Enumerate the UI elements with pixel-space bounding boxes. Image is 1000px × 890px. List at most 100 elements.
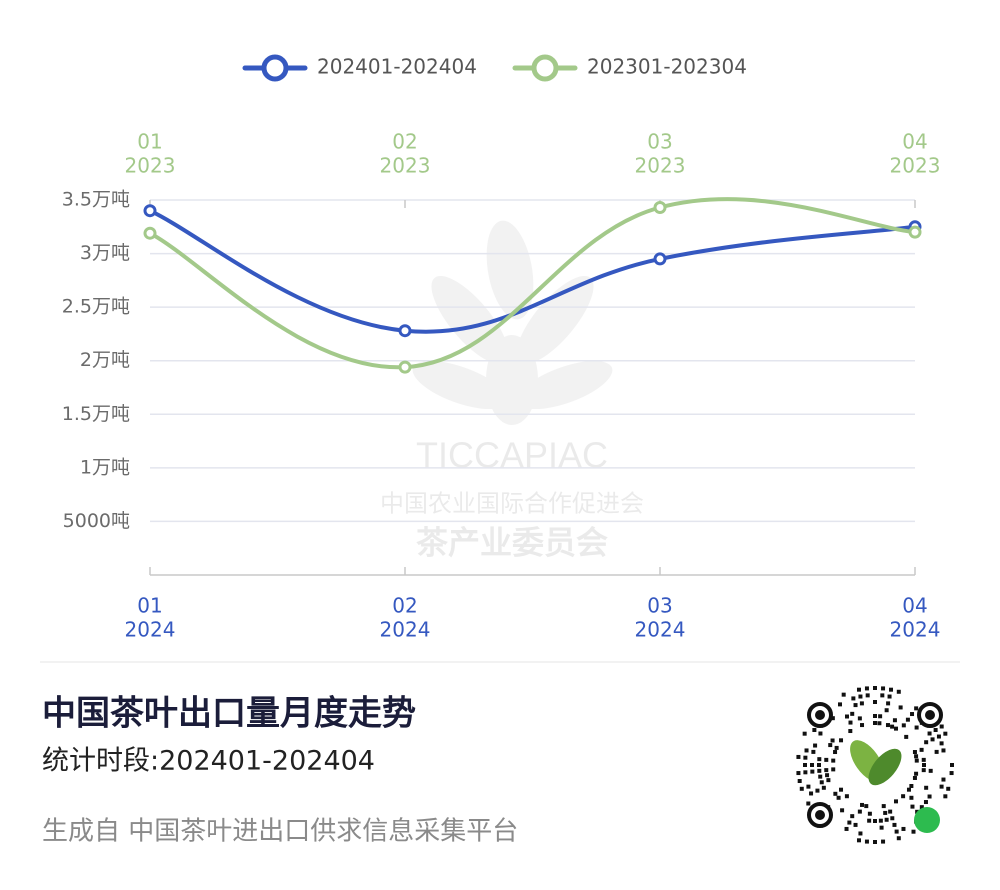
qr-dot <box>799 786 804 791</box>
qr-dot <box>927 731 932 736</box>
qr-dot <box>873 700 877 704</box>
qr-dot <box>830 738 835 743</box>
qr-dot <box>924 740 929 745</box>
qr-dot <box>873 714 877 718</box>
qr-badge <box>914 807 940 833</box>
qr-dot <box>933 728 938 732</box>
legend-marker <box>261 54 289 82</box>
qr-dot <box>906 787 911 792</box>
y-tick-label: 1万吨 <box>80 456 130 478</box>
qr-dot <box>850 711 855 716</box>
x-tick-label: 2024 <box>380 618 431 642</box>
qr-dot <box>856 838 861 843</box>
qr-dot <box>806 784 811 789</box>
qr-dot <box>887 694 892 699</box>
qr-dot <box>880 693 885 698</box>
qr-dot <box>928 768 933 773</box>
qr-dot <box>864 804 869 809</box>
qr-dot <box>898 705 903 710</box>
qr-dot <box>901 826 906 831</box>
qr-dot <box>892 822 897 827</box>
footer-title: 中国茶叶出口量月度走势 <box>42 694 416 734</box>
qr-dot <box>838 702 842 707</box>
footer-subtitle: 统计时段:202401-202404 <box>42 746 375 777</box>
qr-dot <box>934 749 939 754</box>
qr-dot <box>796 771 801 776</box>
qr-dot <box>859 701 864 706</box>
qr-finder-dot <box>815 810 825 820</box>
qr-dot <box>803 763 807 767</box>
qr-dot <box>839 787 844 792</box>
qr-dot <box>839 738 844 743</box>
qr-dot <box>848 720 853 725</box>
qr-dot <box>812 728 817 732</box>
data-point <box>398 324 412 338</box>
qr-dot <box>889 687 894 692</box>
qr-dot <box>817 763 821 767</box>
x-tick-label: 04 <box>902 594 927 618</box>
x-tick-label: 2024 <box>890 618 941 642</box>
qr-dot <box>817 757 822 762</box>
x-tick-label: 03 <box>647 594 672 618</box>
qr-dot <box>844 826 849 831</box>
qr-dot <box>848 729 853 734</box>
x-tick-label: 2024 <box>125 618 176 642</box>
y-tick-label: 2.5万吨 <box>62 296 130 318</box>
qr-dot <box>873 819 877 823</box>
qr-dot <box>939 724 944 729</box>
qr-dot <box>834 745 839 750</box>
qr-dot <box>847 820 852 825</box>
watermark-text: 茶产业委员会 <box>416 524 608 562</box>
qr-dot <box>851 696 856 701</box>
qr-dot <box>941 748 946 753</box>
qr-dot <box>883 810 888 815</box>
x-tick-label: 2024 <box>635 618 686 642</box>
qr-dot <box>833 791 838 796</box>
qr-dot <box>878 818 883 823</box>
qr-dot <box>914 758 919 763</box>
qr-dot <box>894 829 899 834</box>
legend-label: 202301-202304 <box>587 55 747 79</box>
qr-dot <box>901 794 906 799</box>
qr-dot <box>824 768 829 773</box>
qr-dot <box>930 737 935 742</box>
qr-dot <box>881 686 886 691</box>
qr-dot <box>904 734 909 739</box>
qr-dot <box>873 840 877 844</box>
qr-dot <box>877 721 882 726</box>
data-point <box>143 226 157 240</box>
qr-dot <box>901 723 906 728</box>
qr-dot <box>819 780 824 785</box>
qr-dot <box>818 774 823 779</box>
qr-dot <box>943 731 948 736</box>
qr-dot <box>939 784 944 789</box>
qr-dot <box>831 758 836 763</box>
y-tick-label: 3万吨 <box>80 242 130 264</box>
qr-dot <box>896 689 901 694</box>
qr-dot <box>818 731 823 736</box>
qr-dot <box>815 788 820 793</box>
y-tick-label: 5000吨 <box>63 510 130 532</box>
qr-dot <box>840 808 845 813</box>
qr-dot <box>857 809 862 814</box>
watermark-text: TICCAPIAC <box>416 435 608 476</box>
qr-dot <box>857 716 862 721</box>
qr-dot <box>828 743 833 748</box>
qr-dot <box>884 708 889 713</box>
qr-dot <box>803 755 808 760</box>
qr-code <box>796 686 954 844</box>
qr-dot <box>943 794 948 799</box>
qr-dot <box>850 814 855 819</box>
qr-dot <box>884 817 889 822</box>
series-line <box>149 208 916 334</box>
qr-dot <box>924 785 929 790</box>
qr-dot <box>919 747 924 752</box>
qr-leaf <box>868 748 902 786</box>
qr-dot <box>864 839 869 844</box>
qr-dot <box>873 686 877 690</box>
qr-finder-dot <box>925 710 935 720</box>
qr-dot <box>911 829 916 834</box>
qr-dot <box>858 694 863 699</box>
qr-dot <box>894 799 898 804</box>
qr-dot <box>810 769 815 774</box>
